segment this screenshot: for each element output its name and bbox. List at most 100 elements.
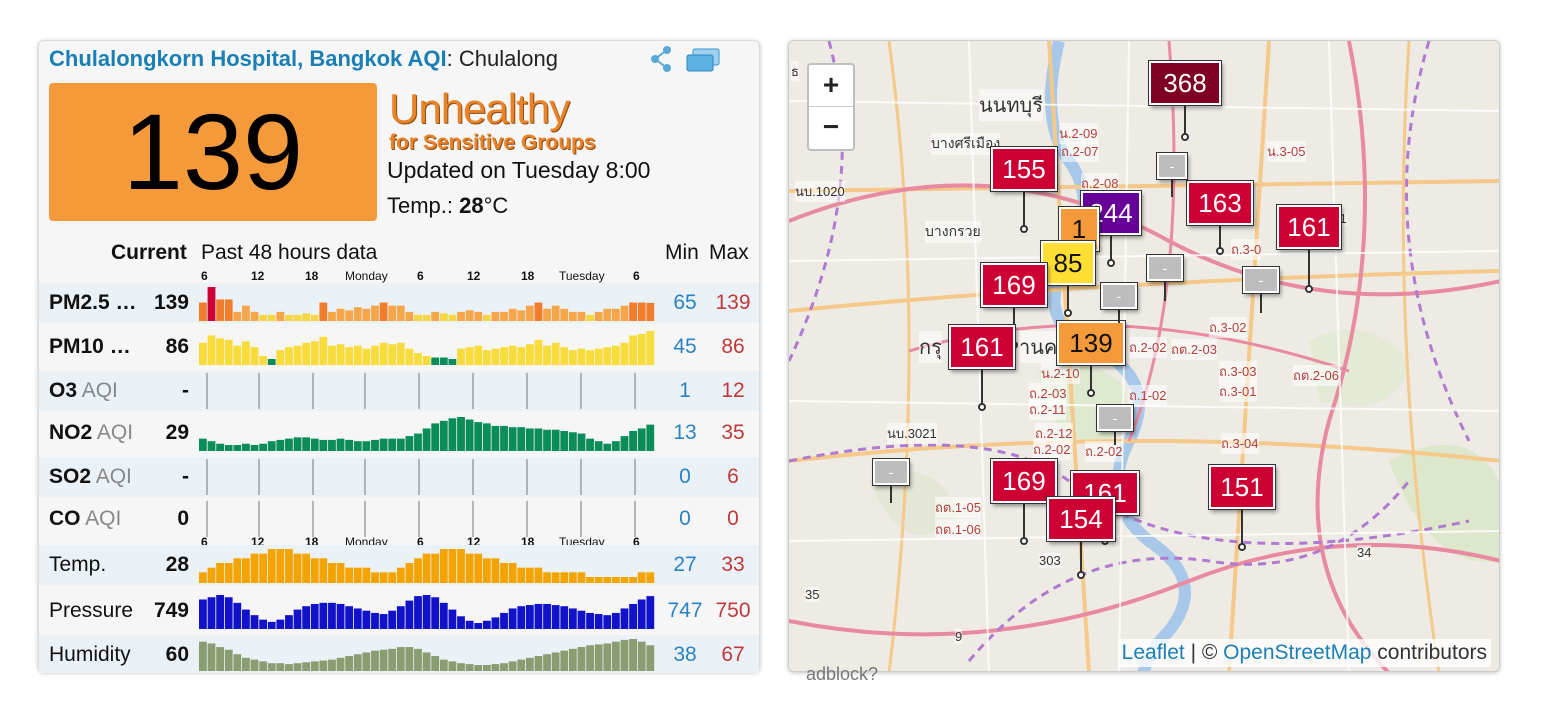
updated-time: Updated on Tuesday 8:00 bbox=[387, 157, 651, 183]
marker-aqi-value[interactable]: 163 bbox=[1186, 180, 1254, 226]
time-tick: Tuesday bbox=[559, 269, 605, 283]
time-tick: 6 bbox=[633, 535, 640, 549]
history-bar bbox=[259, 443, 268, 451]
history-bar bbox=[207, 335, 216, 365]
marker-dot bbox=[1064, 309, 1072, 317]
history-bar bbox=[328, 439, 336, 451]
station-marker[interactable]: 151 bbox=[1208, 464, 1276, 557]
history-chart[interactable] bbox=[199, 285, 655, 321]
station-marker[interactable]: 169 bbox=[980, 262, 1048, 355]
history-bar bbox=[319, 336, 328, 365]
marker-aqi-value[interactable]: 368 bbox=[1148, 60, 1222, 106]
history-bar bbox=[611, 308, 620, 321]
history-chart[interactable] bbox=[199, 373, 655, 409]
history-chart[interactable] bbox=[199, 415, 655, 451]
history-chart[interactable] bbox=[199, 637, 655, 671]
attribution-separator: | © bbox=[1184, 641, 1224, 664]
history-bar bbox=[422, 356, 431, 365]
station-marker[interactable]: 163 bbox=[1186, 180, 1254, 261]
pollutant-name[interactable]: Temp. bbox=[49, 553, 106, 577]
aqi-map[interactable]: นนทบุรี บางศรีเมือง บางกรวย กรุ านค น.2-09 ถ.2… bbox=[788, 40, 1500, 672]
marker-aqi-value[interactable]: 169 bbox=[980, 262, 1048, 308]
station-marker-nodata[interactable]: - bbox=[1146, 254, 1184, 309]
history-bar bbox=[242, 443, 250, 451]
station-marker[interactable]: 161 bbox=[948, 324, 1016, 417]
marker-pole bbox=[1090, 361, 1092, 393]
windows-icon[interactable] bbox=[685, 47, 721, 73]
station-marker-nodata[interactable]: - bbox=[872, 458, 910, 511]
history-bar bbox=[508, 608, 517, 629]
marker-aqi-value[interactable]: 139 bbox=[1056, 320, 1126, 366]
history-bar bbox=[551, 605, 560, 629]
marker-aqi-value[interactable]: 155 bbox=[990, 146, 1058, 192]
pollutant-name[interactable]: O3 AQI bbox=[49, 379, 118, 403]
map-place-label: 34 bbox=[1357, 545, 1372, 560]
history-bar bbox=[242, 558, 250, 583]
map-place-label: บางศรีเมือง bbox=[931, 133, 1001, 155]
history-bar bbox=[577, 433, 586, 451]
marker-aqi-value[interactable]: - bbox=[1156, 152, 1188, 180]
history-bar bbox=[336, 308, 345, 321]
station-marker-nodata[interactable]: - bbox=[1096, 404, 1134, 453]
station-marker-nodata[interactable]: - bbox=[1242, 266, 1280, 321]
station-marker[interactable]: 169 bbox=[990, 458, 1058, 551]
marker-aqi-value[interactable]: - bbox=[1100, 282, 1138, 310]
marker-aqi-value[interactable]: 85 bbox=[1040, 240, 1096, 286]
marker-aqi-value[interactable]: - bbox=[1146, 254, 1184, 282]
marker-aqi-value[interactable]: 169 bbox=[990, 458, 1058, 504]
zoom-out-button[interactable]: − bbox=[822, 111, 840, 142]
history-chart[interactable] bbox=[199, 593, 655, 629]
history-bar bbox=[362, 348, 371, 365]
share-icon[interactable] bbox=[649, 45, 675, 73]
min-value: 65 bbox=[673, 291, 697, 314]
marker-aqi-value[interactable]: 161 bbox=[1276, 204, 1342, 250]
history-chart[interactable] bbox=[199, 547, 655, 583]
pollutant-name[interactable]: SO2 AQI bbox=[49, 465, 132, 489]
marker-aqi-value[interactable]: 151 bbox=[1208, 464, 1276, 510]
station-marker-nodata[interactable]: - bbox=[1156, 152, 1188, 205]
pollutant-name[interactable]: Humidity bbox=[49, 643, 131, 667]
history-bar bbox=[224, 563, 233, 583]
station-marker[interactable]: 368 bbox=[1148, 60, 1222, 147]
history-chart[interactable] bbox=[199, 501, 655, 537]
marker-aqi-value[interactable]: - bbox=[1242, 266, 1280, 294]
history-bar bbox=[414, 433, 422, 451]
pollutant-name[interactable]: PM2.5 … bbox=[49, 291, 137, 315]
station-marker[interactable]: 161 bbox=[1276, 204, 1342, 299]
station-marker[interactable]: 155 bbox=[990, 146, 1058, 239]
pollutant-name[interactable]: Pressure bbox=[49, 599, 133, 623]
marker-aqi-value[interactable]: 161 bbox=[948, 324, 1016, 370]
pollutant-name[interactable]: NO2 AQI bbox=[49, 421, 133, 445]
history-bar bbox=[448, 359, 457, 365]
marker-aqi-value[interactable]: 161 bbox=[1070, 470, 1140, 516]
history-bar bbox=[646, 645, 655, 671]
openstreetmap-link[interactable]: OpenStreetMap bbox=[1223, 641, 1372, 664]
marker-aqi-value[interactable]: - bbox=[872, 458, 910, 486]
zoom-in-button[interactable]: + bbox=[809, 65, 853, 107]
map-place-label: ถ.3-02 bbox=[1209, 317, 1247, 338]
station-marker-nodata[interactable]: - bbox=[1100, 282, 1138, 331]
history-bar bbox=[216, 563, 225, 583]
history-chart[interactable] bbox=[199, 329, 655, 365]
history-bar bbox=[620, 436, 629, 451]
station-marker[interactable]: 154 bbox=[1046, 496, 1116, 585]
pollutant-row: SO2 AQI - 0 6 bbox=[39, 457, 759, 497]
station-marker[interactable]: 85 bbox=[1040, 240, 1096, 323]
city-link[interactable]: Chulalongkorn Hospital, Bangkok AQI bbox=[49, 46, 447, 71]
min-value: 27 bbox=[673, 553, 697, 576]
marker-aqi-value[interactable]: 154 bbox=[1046, 496, 1116, 542]
station-marker[interactable]: 161 bbox=[1070, 470, 1140, 551]
history-bar bbox=[345, 606, 354, 629]
current-value: 749 bbox=[153, 599, 189, 622]
history-bar bbox=[482, 315, 491, 321]
history-bar bbox=[457, 616, 465, 629]
station-marker[interactable]: 139 bbox=[1056, 320, 1126, 403]
history-bar bbox=[620, 342, 629, 365]
marker-aqi-value[interactable]: - bbox=[1096, 404, 1134, 432]
marker-pole bbox=[1219, 221, 1221, 251]
history-chart[interactable] bbox=[199, 459, 655, 495]
pollutant-name[interactable]: PM10 … bbox=[49, 335, 131, 359]
history-bar bbox=[379, 342, 388, 365]
pollutant-name[interactable]: CO AQI bbox=[49, 507, 121, 531]
leaflet-link[interactable]: Leaflet bbox=[1121, 641, 1185, 664]
